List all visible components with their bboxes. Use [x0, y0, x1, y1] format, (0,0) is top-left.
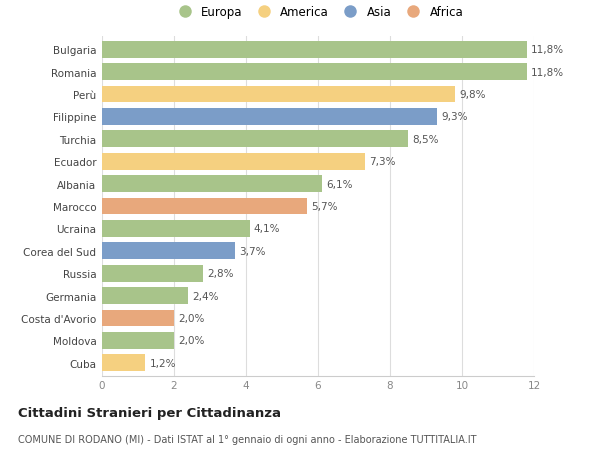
Text: 5,7%: 5,7% [311, 202, 338, 212]
Bar [102, 131, 408, 148]
Text: 4,1%: 4,1% [254, 224, 280, 234]
Bar [102, 220, 250, 237]
Bar [102, 198, 307, 215]
Text: 2,4%: 2,4% [193, 291, 219, 301]
Bar [102, 287, 188, 304]
Bar [102, 243, 235, 260]
Bar [102, 86, 455, 103]
Legend: Europa, America, Asia, Africa: Europa, America, Asia, Africa [170, 4, 466, 21]
Text: 9,3%: 9,3% [441, 112, 467, 122]
Text: 7,3%: 7,3% [369, 157, 395, 167]
Text: 11,8%: 11,8% [531, 45, 564, 55]
Bar [102, 332, 174, 349]
Text: 2,8%: 2,8% [207, 269, 233, 279]
Bar [102, 310, 174, 327]
Bar [102, 42, 527, 58]
Text: COMUNE DI RODANO (MI) - Dati ISTAT al 1° gennaio di ogni anno - Elaborazione TUT: COMUNE DI RODANO (MI) - Dati ISTAT al 1°… [18, 434, 476, 444]
Bar [102, 109, 437, 126]
Bar [102, 355, 145, 371]
Text: 6,1%: 6,1% [326, 179, 352, 189]
Text: 9,8%: 9,8% [459, 90, 485, 100]
Text: Cittadini Stranieri per Cittadinanza: Cittadini Stranieri per Cittadinanza [18, 406, 281, 419]
Text: 1,2%: 1,2% [149, 358, 176, 368]
Text: 2,0%: 2,0% [178, 313, 205, 323]
Bar [102, 153, 365, 170]
Text: 3,7%: 3,7% [239, 246, 266, 256]
Bar [102, 176, 322, 193]
Bar [102, 265, 203, 282]
Bar [102, 64, 527, 81]
Text: 11,8%: 11,8% [531, 67, 564, 78]
Text: 2,0%: 2,0% [178, 336, 205, 346]
Text: 8,5%: 8,5% [412, 134, 439, 145]
